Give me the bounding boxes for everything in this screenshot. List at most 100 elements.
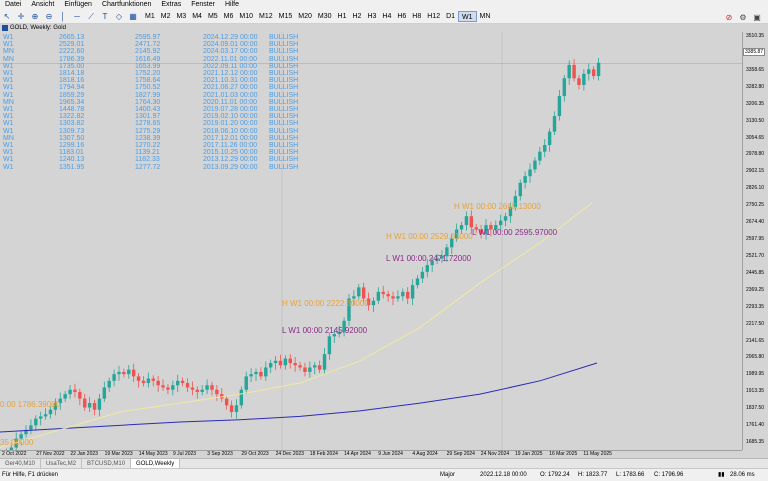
price-tick-label: 3510.35 (746, 33, 765, 39)
timeframe-h12[interactable]: H12 (427, 13, 441, 20)
horizontal-line-icon[interactable]: ─ (74, 12, 80, 21)
crosshair-icon[interactable]: ✛ (17, 12, 25, 21)
table-row: MN 1965.34 1764.30 2020.11.01 00:00 BULLISH (3, 99, 298, 106)
table-cell: 1735.00 (59, 62, 85, 70)
menu-insert[interactable]: Einfügen (64, 1, 92, 8)
chart-tab[interactable]: GOLD,Weekly (131, 459, 181, 468)
time-tick-label: 9 Jul 2023 (173, 451, 197, 457)
candle-body (180, 380, 185, 384)
chart-title: GOLD, Weekly: Gold (2, 25, 66, 31)
timeframe-m2[interactable]: M2 (160, 13, 171, 20)
table-row: W1 1240.13 1182.33 2013.12.29 00:00 BULLISH (3, 156, 298, 163)
timeframe-w1[interactable]: W1 (458, 11, 477, 22)
candle-body (195, 389, 200, 392)
menu-tools[interactable]: Extras (161, 1, 182, 8)
candle-body (19, 434, 23, 439)
candle-body (161, 385, 165, 388)
table-cell: W1 (3, 142, 14, 150)
stop-icon[interactable]: ⊘ (725, 12, 733, 22)
candle-body (308, 367, 312, 372)
candle-body (293, 363, 297, 366)
shapes-icon[interactable]: ◇ (115, 12, 123, 21)
candle-body (538, 151, 542, 161)
chart-tab[interactable]: UsaTec,M2 (41, 459, 83, 468)
candle-body (210, 385, 214, 390)
trendline-icon[interactable]: ⟋ (88, 11, 94, 21)
table-cell: 2018.06.10 00:00 (203, 127, 258, 135)
chart-tab[interactable]: BTCUSD,M10 (82, 459, 132, 468)
candle-body (190, 387, 195, 390)
timeframe-m20[interactable]: M20 (298, 13, 312, 20)
candle-body (322, 354, 327, 370)
timeframe-m1[interactable]: M1 (145, 13, 155, 20)
table-cell: 2145.92 (135, 48, 161, 56)
timeframe-h2[interactable]: H2 (352, 13, 362, 20)
timeframe-m30[interactable]: M30 (317, 13, 332, 20)
timeframe-h6[interactable]: H6 (397, 13, 407, 20)
slow-ma-line (0, 362, 598, 433)
zoom-in-icon[interactable]: ⊕ (31, 12, 39, 21)
view-icon[interactable]: ▣ (753, 12, 761, 22)
candle-body (528, 169, 532, 177)
status-traffic: 28.06 ms (730, 472, 755, 478)
menu-file[interactable]: Datei (5, 1, 22, 8)
table-row: W1 1322.82 1301.97 2019.02.10 00:00 BULLISH (3, 113, 298, 120)
candle-body (78, 391, 82, 399)
table-cell: BULLISH (269, 55, 299, 63)
timeframe-h8[interactable]: H8 (412, 13, 422, 20)
time-tick-label: 11 May 2025 (583, 451, 612, 457)
chart-tab[interactable]: Ger40,M10 (0, 459, 42, 468)
menu-help[interactable]: Hilfe (224, 1, 239, 8)
timeframe-h1[interactable]: H1 (337, 13, 347, 20)
timeframe-m4[interactable]: M4 (192, 13, 202, 20)
table-cell: BULLISH (269, 120, 299, 128)
zoom-out-icon[interactable]: ⊖ (45, 12, 53, 21)
candle-body (523, 176, 527, 183)
candle-body (518, 182, 522, 197)
table-cell: 2013.09.29 00:00 (203, 163, 258, 171)
table-cell: BULLISH (269, 113, 299, 121)
table-row: W1 1735.00 1653.99 2022.09.11 00:00 BULLISH (3, 63, 298, 70)
grid-icon[interactable]: ▦ (129, 12, 137, 21)
time-axis[interactable]: 2 Oct 2022 27 Nov 2022 22 Jan 2023 19 Mar 2… (0, 450, 742, 458)
price-tick-label: 3130.50 (746, 117, 765, 124)
timeframe-m10[interactable]: M10 (239, 13, 254, 20)
timeframe-m15[interactable]: M15 (278, 13, 293, 20)
candle-body (151, 378, 155, 381)
menu-view[interactable]: Ansicht (31, 1, 55, 8)
table-cell: 2024.03.17 00:00 (203, 48, 258, 56)
table-row: W1 1818.16 1758.64 2021.10.31 00:00 BULLISH (3, 77, 298, 84)
candle-body (450, 238, 454, 248)
timeframe-m6[interactable]: M6 (223, 13, 234, 20)
table-row: W1 1859.29 1827.99 2021.01.03 00:00 BULLISH (3, 92, 298, 99)
price-tick-label: 2445.85 (746, 269, 765, 276)
menu-window[interactable]: Fenster (191, 1, 215, 8)
timeframe-m12[interactable]: M12 (259, 13, 273, 20)
settings-icon[interactable]: ⚙ (739, 12, 747, 22)
candle-body (127, 369, 131, 375)
time-tick-label: 19 Jan 2025 (515, 451, 543, 457)
timeframe-m5[interactable]: M5 (207, 13, 218, 20)
timeframe-h3[interactable]: H3 (367, 13, 377, 20)
text-icon[interactable]: T (102, 12, 108, 21)
timeframe-d1[interactable]: D1 (446, 13, 456, 20)
menu-charts[interactable]: Chartfunktionen (101, 1, 152, 8)
timeframe-h4[interactable]: H4 (382, 13, 392, 20)
candle-body (435, 258, 439, 261)
price-tick-label: 2065.80 (746, 354, 765, 361)
vertical-line-icon[interactable]: │ (60, 12, 66, 21)
candle-body (572, 64, 576, 79)
status-open: O: 1792.24 (540, 472, 570, 478)
timeframe-m3[interactable]: M3 (176, 13, 187, 20)
price-axis[interactable]: 3510.353434.503358.653282.803206.353130.… (742, 32, 768, 450)
candle-body (396, 296, 400, 299)
candle-body (371, 300, 376, 306)
cursor-icon[interactable]: ↖ (3, 12, 11, 21)
candle-body (97, 398, 102, 410)
table-cell: 2017.11.26 00:00 (203, 142, 257, 150)
table-cell: 2021.06.27 00:00 (203, 84, 258, 92)
candle-body (9, 447, 14, 450)
price-chart[interactable] (0, 32, 742, 450)
table-row: MN 1786.39 1616.49 2022.11.01 00:00 BULLISH (3, 56, 298, 63)
timeframe-mn[interactable]: MN (479, 13, 491, 20)
